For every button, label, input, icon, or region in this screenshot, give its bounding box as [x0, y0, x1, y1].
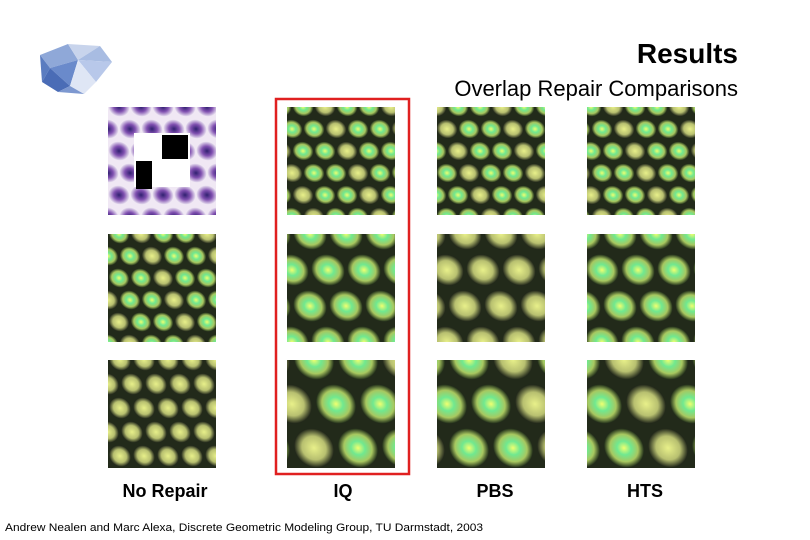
- column-label: PBS: [476, 481, 513, 501]
- texture-tile: [587, 107, 695, 215]
- texture-tile: [287, 360, 395, 468]
- slide-subtitle: Overlap Repair Comparisons: [454, 76, 738, 101]
- column-label: HTS: [627, 481, 663, 501]
- texture-tile: [108, 360, 216, 468]
- texture-tile: [587, 234, 695, 342]
- texture-tile: [437, 360, 545, 468]
- texture-grid: [108, 107, 695, 468]
- texture-tile: [587, 360, 695, 468]
- texture-tile: [108, 107, 216, 215]
- texture-tile: [437, 234, 545, 342]
- slide-title: Results: [637, 38, 738, 69]
- logo: [40, 44, 112, 94]
- texture-tile: [108, 234, 216, 342]
- texture-tile: [287, 234, 395, 342]
- texture-tile: [437, 107, 545, 215]
- column-label: No Repair: [122, 481, 207, 501]
- footer: Andrew Nealen and Marc Alexa, Discrete G…: [5, 522, 483, 534]
- column-label: IQ: [333, 481, 352, 501]
- highlight-box: [274, 97, 411, 476]
- texture-tile: [287, 107, 395, 215]
